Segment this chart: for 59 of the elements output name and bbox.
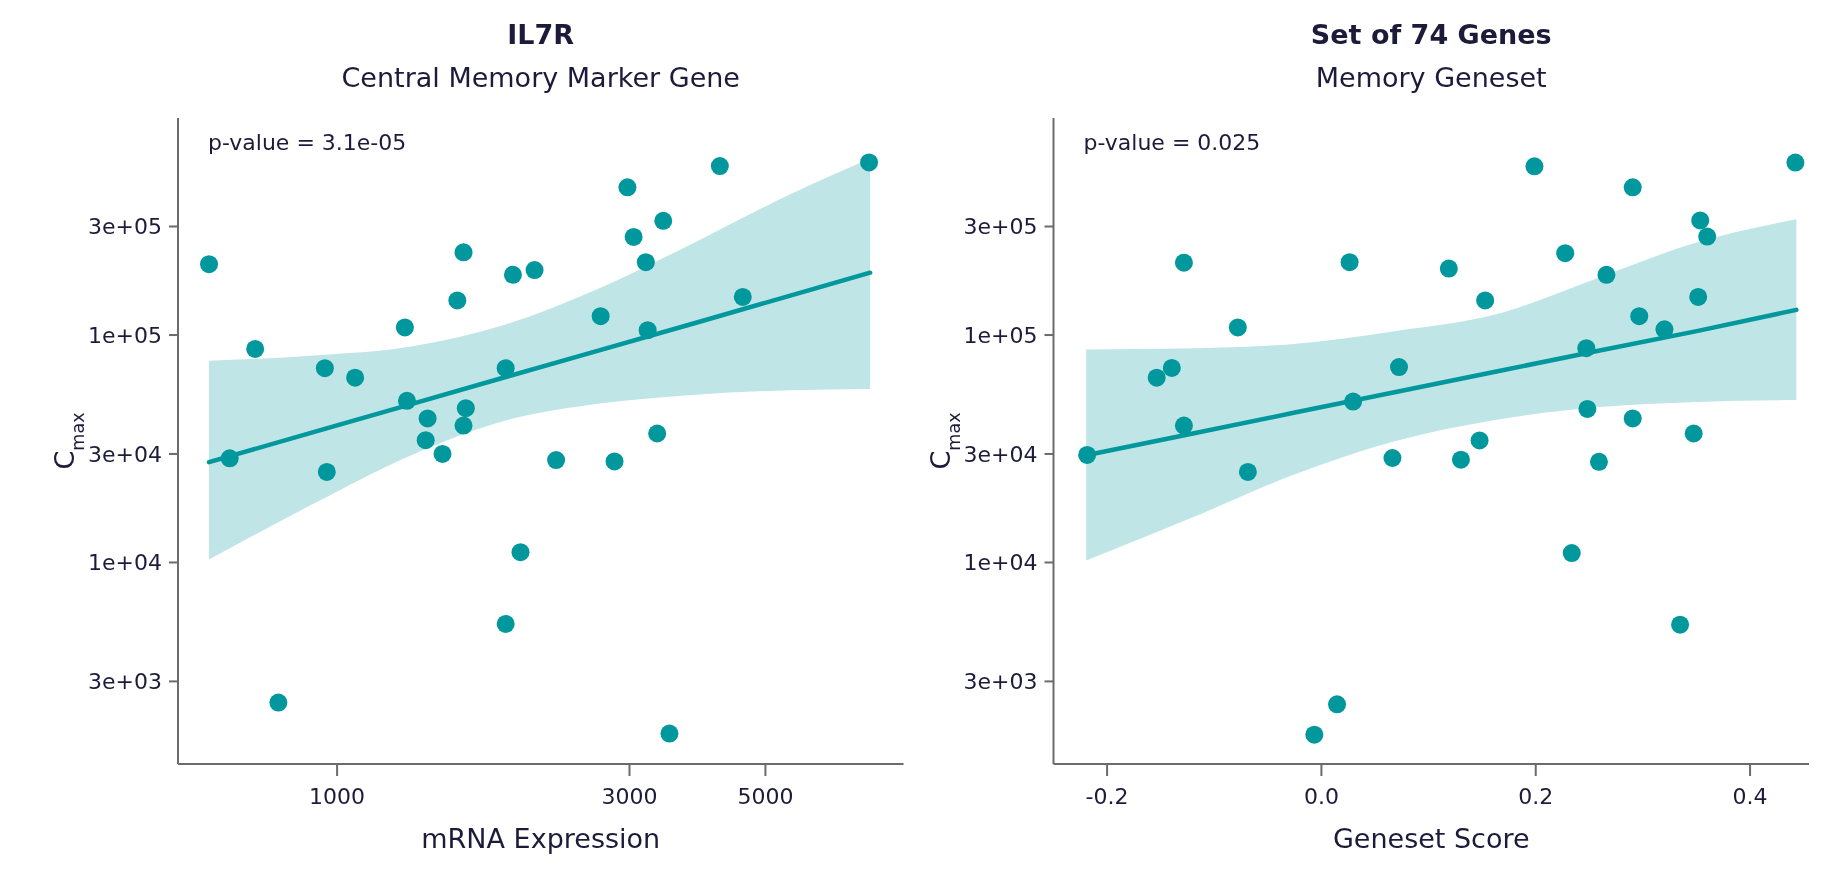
point — [1577, 339, 1596, 358]
point — [1786, 153, 1805, 172]
point — [1451, 450, 1470, 469]
point — [1383, 448, 1402, 467]
point — [1562, 544, 1581, 563]
point — [1162, 358, 1181, 377]
y-tick-label: 3e+03 — [88, 669, 162, 695]
point — [1655, 320, 1674, 339]
point — [1238, 462, 1257, 481]
point — [1578, 399, 1597, 418]
point — [1174, 253, 1193, 272]
point — [1589, 452, 1608, 471]
annotation: p-value = 3.1e-05 — [208, 130, 407, 155]
point — [1630, 307, 1649, 326]
x-tick-label: 5000 — [737, 784, 794, 809]
point — [1623, 178, 1642, 197]
point — [1328, 695, 1347, 714]
x-tick-label: 0.4 — [1732, 784, 1768, 809]
point — [1344, 392, 1363, 411]
point — [1439, 259, 1458, 278]
point — [1597, 265, 1616, 284]
annotation: p-value = 0.025 — [1083, 130, 1261, 155]
chart-subtitle: Memory Geneset — [1315, 62, 1547, 93]
x-tick-label: -0.2 — [1085, 784, 1129, 809]
point — [1389, 358, 1408, 377]
x-axis-title: Geneset Score — [1332, 823, 1530, 854]
point — [1623, 409, 1642, 428]
x-tick-label: 0.2 — [1518, 784, 1554, 809]
y-tick-label: 3e+04 — [963, 441, 1038, 467]
point — [1684, 424, 1703, 443]
point — [1174, 416, 1193, 435]
y-tick-label: 1e+04 — [963, 550, 1038, 576]
point — [1305, 725, 1324, 744]
point — [1698, 227, 1717, 246]
point — [1556, 244, 1575, 263]
point — [1470, 431, 1489, 450]
y-tick-label: 1e+05 — [88, 322, 162, 348]
y-tick-label: 1e+05 — [963, 322, 1038, 348]
point — [1689, 287, 1708, 306]
point — [1340, 253, 1359, 272]
point — [1078, 445, 1097, 464]
point — [1476, 291, 1495, 310]
chart-title: IL7R — [507, 19, 575, 50]
chart-title: Set of 74 Genes — [1310, 19, 1552, 50]
x-tick-label: 0.0 — [1303, 784, 1339, 809]
point — [1147, 368, 1166, 387]
x-tick-label: 3000 — [601, 784, 658, 809]
chart-subtitle: Central Memory Marker Gene — [341, 62, 740, 93]
y-tick-label: 3e+05 — [88, 214, 162, 240]
point — [1691, 211, 1710, 230]
x-axis-title: mRNA Expression — [421, 823, 661, 854]
y-tick-label: 3e+04 — [88, 441, 162, 467]
x-tick-label: 1000 — [309, 784, 366, 809]
y-tick-label: 3e+05 — [963, 214, 1038, 240]
y-tick-label: 3e+03 — [963, 669, 1038, 695]
y-tick-label: 1e+04 — [88, 550, 162, 576]
point — [1228, 318, 1247, 337]
point — [1525, 157, 1544, 176]
point — [1671, 615, 1690, 634]
